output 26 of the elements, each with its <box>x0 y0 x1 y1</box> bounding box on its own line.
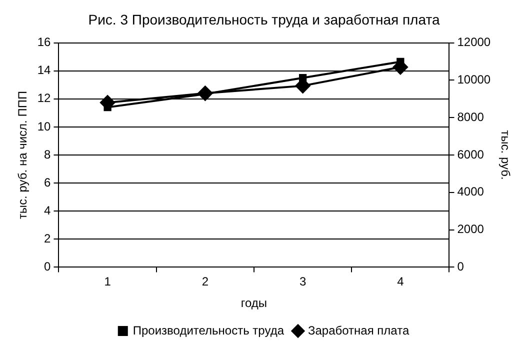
y-axis-title: тыс. руб. на числ. ППП <box>16 90 30 220</box>
y2-tick-label: 0 <box>457 260 464 274</box>
y-tick-label: 10 <box>37 119 52 134</box>
y-tick-label: 6 <box>44 175 52 190</box>
x-tick-label: 4 <box>397 274 404 289</box>
legend-label: Производительность труда <box>132 323 284 338</box>
x-tick-label: 3 <box>299 274 306 289</box>
x-axis-title: годы <box>240 296 268 310</box>
y-tick-label: 4 <box>44 203 52 218</box>
x-tick-label: 2 <box>202 274 209 289</box>
y2-tick-label: 4000 <box>457 184 484 199</box>
y-tick-label: 14 <box>37 63 52 78</box>
y2-tick-label: 6000 <box>457 147 484 162</box>
y-tick-label: 16 <box>37 35 52 50</box>
y-tick-label: 0 <box>44 260 52 274</box>
y2-tick-label: 10000 <box>457 72 491 87</box>
chart-title: Рис. 3 Производительность труда и заработная плата <box>88 11 440 28</box>
y2-axis-title: тыс. руб. <box>498 130 512 180</box>
y-tick-label: 12 <box>37 91 52 106</box>
y2-tick-label: 12000 <box>457 35 491 50</box>
y-tick-label: 2 <box>44 231 52 246</box>
legend-label: Заработная плата <box>308 323 410 338</box>
y-tick-label: 8 <box>44 147 52 162</box>
y2-tick-label: 8000 <box>457 110 484 124</box>
y2-tick-label: 2000 <box>457 222 484 236</box>
x-tick-label: 1 <box>104 274 112 289</box>
